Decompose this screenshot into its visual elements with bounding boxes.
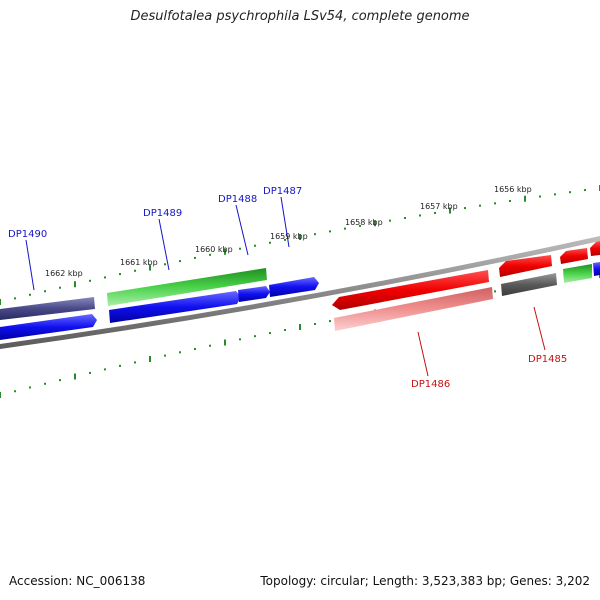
major-tick [524,195,526,202]
minor-tick [164,263,166,266]
gene-forward-far-right[interactable] [563,264,592,283]
minor-tick [239,247,241,250]
gene-label-dp1487: DP1487 [263,186,302,197]
minor-tick [194,347,196,350]
gene-dp1488[interactable] [238,286,270,302]
map-title: Desulfotalea psychrophila LSv54, complet… [130,9,470,24]
minor-tick [284,238,286,241]
gene-dp1490-forward[interactable] [0,297,95,320]
minor-tick [164,354,166,357]
gene-label-dp1486: DP1486 [411,379,450,390]
major-tick [299,234,301,240]
outer-scale-ticks [0,185,600,305]
minor-tick [194,256,196,259]
minor-tick [314,323,316,326]
minor-tick [389,219,391,222]
scale-label-1656: 1656 kbp [494,185,532,194]
gene-red-edge[interactable] [590,241,600,256]
major-tick [0,392,1,398]
minor-tick [569,191,571,194]
minor-tick [314,233,316,236]
gene-dp1486-shadow [334,287,493,331]
minor-tick [554,193,556,196]
scale-label-1661: 1661 kbp [120,258,158,267]
minor-tick [509,200,511,203]
minor-tick [254,244,256,247]
gene-label-dp1489: DP1489 [143,208,182,219]
scale-label-1659: 1659 kbp [270,232,308,241]
minor-tick [284,329,286,332]
minor-tick [209,253,211,256]
minor-tick [44,290,46,293]
minor-tick [434,211,436,214]
minor-tick [494,202,496,205]
minor-tick [14,390,16,393]
major-tick [224,248,226,255]
minor-tick [119,364,121,367]
major-tick [224,339,226,346]
scale-label-1657: 1657 kbp [420,202,458,211]
gene-red-right[interactable] [499,255,552,277]
genome-backbone [0,236,600,349]
minor-tick [419,214,421,217]
minor-tick [44,382,46,385]
major-tick [299,324,301,330]
major-tick [0,299,1,305]
scale-label-1662: 1662 kbp [45,269,83,278]
minor-tick [134,269,136,272]
minor-tick [104,276,106,279]
minor-tick [134,361,136,364]
minor-tick [59,286,61,289]
minor-tick [494,290,496,293]
major-tick [149,264,151,271]
minor-tick [329,230,331,233]
minor-tick [179,351,181,354]
minor-tick [359,224,361,227]
minor-tick [329,320,331,323]
minor-tick [89,279,91,282]
gene-blue-edge[interactable] [593,262,600,276]
minor-tick [29,293,31,296]
scale-label-1660: 1660 kbp [195,245,233,254]
minor-tick [239,338,241,341]
major-tick [449,207,451,214]
minor-tick [464,207,466,210]
minor-tick [254,335,256,338]
accession-text: Accession: NC_006138 [9,574,146,588]
gene-dp1490[interactable] [0,314,97,340]
red-label-pointers [417,306,546,377]
minor-tick [179,260,181,263]
topology-text: Topology: circular; Length: 3,523,383 bp… [260,574,590,588]
minor-tick [269,241,271,244]
blue-label-pointers [25,196,290,291]
gene-dp1486[interactable] [332,270,489,310]
major-tick [74,373,76,380]
minor-tick [14,297,16,300]
minor-tick [59,379,61,382]
gene-label-dp1485: DP1485 [528,354,567,365]
minor-tick [344,227,346,230]
gene-red-far-right[interactable] [560,248,588,264]
gene-dp1487[interactable] [269,277,319,297]
minor-tick [404,217,406,220]
gene-dp1489[interactable] [107,268,267,306]
minor-tick [584,189,586,192]
gene-blue-2[interactable] [109,291,241,323]
gene-label-dp1490: DP1490 [8,229,47,240]
minor-tick [479,204,481,207]
gene-label-dp1488: DP1488 [218,194,257,205]
minor-tick [539,195,541,198]
scale-label-1658: 1658 kbp [345,218,383,227]
minor-tick [269,332,271,335]
minor-tick [209,344,211,347]
major-tick [149,356,151,362]
minor-tick [104,368,106,371]
minor-tick [89,371,91,374]
major-tick [74,281,76,288]
gene-dp1485[interactable] [501,273,557,296]
minor-tick [119,273,121,276]
major-tick [374,220,376,227]
minor-tick [29,386,31,389]
